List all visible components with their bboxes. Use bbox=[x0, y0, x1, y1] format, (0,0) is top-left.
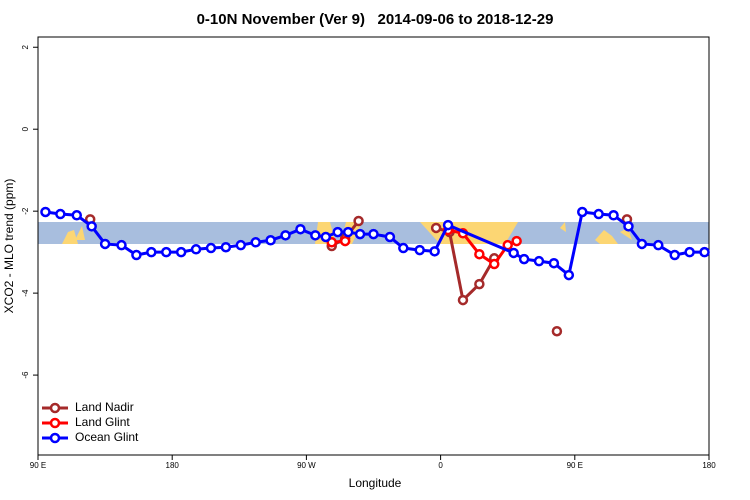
y-tick-label: 2 bbox=[21, 44, 30, 49]
point bbox=[205, 242, 217, 254]
point bbox=[190, 244, 202, 255]
point bbox=[533, 255, 545, 267]
point bbox=[593, 208, 604, 220]
point bbox=[40, 206, 51, 218]
point bbox=[429, 246, 440, 257]
series bbox=[40, 206, 710, 281]
point bbox=[548, 257, 560, 269]
x-tick-label: 90 E bbox=[567, 461, 583, 470]
point bbox=[354, 228, 366, 240]
legend-marker bbox=[49, 417, 61, 429]
point bbox=[699, 246, 710, 258]
point bbox=[669, 249, 680, 261]
point bbox=[339, 235, 351, 247]
point bbox=[489, 258, 500, 270]
point bbox=[220, 241, 232, 253]
point bbox=[116, 239, 127, 251]
chart-title: 0-10N November (Ver 9) 2014-09-06 to 201… bbox=[197, 11, 554, 28]
y-tick-label: -4 bbox=[21, 289, 30, 297]
legend-marker bbox=[49, 402, 61, 414]
y-tick-label: -6 bbox=[21, 371, 30, 379]
x-tick-label: 180 bbox=[702, 461, 716, 470]
point bbox=[146, 246, 157, 258]
series bbox=[326, 224, 522, 270]
point bbox=[99, 238, 111, 250]
point bbox=[384, 231, 396, 243]
point bbox=[175, 246, 187, 258]
y-tick-label: 0 bbox=[21, 126, 30, 131]
point bbox=[474, 248, 485, 260]
point bbox=[86, 221, 97, 232]
point bbox=[474, 278, 485, 290]
point bbox=[623, 221, 634, 232]
point bbox=[457, 294, 469, 306]
point bbox=[160, 246, 172, 258]
point bbox=[430, 222, 442, 234]
point bbox=[71, 210, 83, 221]
x-tick-label: 90 E bbox=[30, 461, 46, 470]
point bbox=[235, 239, 247, 251]
point bbox=[518, 253, 530, 265]
legend-label: Land Glint bbox=[75, 415, 130, 429]
point bbox=[368, 228, 379, 240]
x-axis-label: Longitude bbox=[349, 476, 402, 490]
point bbox=[608, 210, 619, 221]
x-tick-label: 180 bbox=[166, 461, 180, 470]
point bbox=[295, 223, 306, 235]
point bbox=[310, 230, 321, 241]
point bbox=[508, 247, 519, 259]
point bbox=[577, 206, 588, 218]
point bbox=[551, 325, 563, 337]
point bbox=[280, 230, 291, 241]
point bbox=[414, 244, 425, 256]
plot-frame bbox=[37, 36, 710, 456]
y-tick-label: -2 bbox=[21, 207, 30, 215]
point bbox=[563, 269, 575, 281]
point bbox=[653, 239, 664, 251]
point bbox=[442, 219, 454, 231]
legend-label: Land Nadir bbox=[75, 400, 134, 414]
point bbox=[398, 242, 409, 254]
point bbox=[320, 231, 332, 243]
point bbox=[131, 249, 142, 261]
x-tick-label: 0 bbox=[438, 461, 443, 470]
legend-marker bbox=[49, 432, 61, 444]
point bbox=[265, 235, 276, 246]
point bbox=[511, 235, 522, 247]
x-tick-label: 90 W bbox=[297, 461, 316, 470]
point bbox=[636, 238, 648, 250]
y-axis-label: XCO2 - MLO trend (ppm) bbox=[2, 179, 16, 314]
point bbox=[342, 226, 354, 238]
point bbox=[684, 246, 695, 258]
point bbox=[55, 208, 66, 220]
legend-label: Ocean Glint bbox=[75, 430, 139, 444]
point bbox=[250, 237, 261, 248]
point bbox=[332, 226, 343, 238]
point bbox=[353, 215, 364, 227]
